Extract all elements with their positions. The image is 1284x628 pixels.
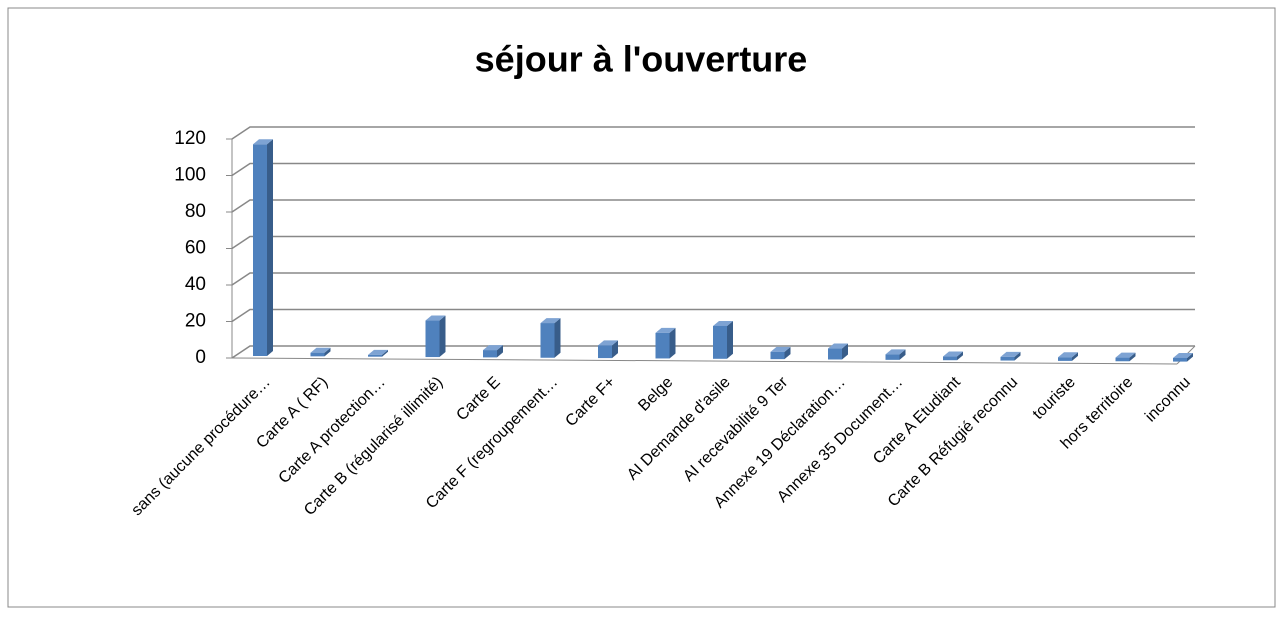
bar-side [382,349,388,357]
bar-front [368,354,382,357]
bar-side [497,345,503,358]
grid-line [231,235,1195,250]
bar-front [828,348,842,360]
bar-front [1115,357,1130,362]
bar [310,347,331,357]
y-tick-label: 80 [185,201,206,222]
bar-top [540,318,561,324]
bar-side [612,340,618,359]
bar-front [310,352,325,357]
bar-front [425,320,440,358]
bar-front [655,332,670,359]
grid-line [231,126,1195,140]
bar [770,346,791,360]
bar-side [1187,352,1193,362]
y-tick-label: 40 [185,274,206,295]
bar-front [1058,357,1072,361]
bar-front [540,323,555,358]
grid-line [231,272,1195,286]
y-tick-label: 60 [185,238,206,259]
bar [943,351,963,361]
y-tick-label: 0 [195,347,206,368]
bar-top [828,343,848,349]
bar-top [310,347,331,353]
bar-side [957,351,963,361]
bar-top [1115,352,1136,358]
bar [1115,352,1136,362]
bar-top [770,346,791,352]
bar-front [483,350,497,358]
bar [483,345,503,358]
bar [1058,352,1078,361]
bar-side [1129,352,1136,362]
bar-front [598,345,612,359]
bar-front [1173,357,1187,362]
bar-front [943,356,957,361]
bar [425,315,446,358]
bar-front [253,144,267,356]
bar [253,139,273,356]
bar-top [598,340,618,346]
grid-line [231,162,1195,177]
bar-top [1058,352,1078,358]
bar-front [885,354,900,360]
y-tick-label: 100 [174,165,206,186]
bar [1173,352,1193,362]
chart-title: séjour à l'ouverture [475,39,808,80]
bar [713,320,733,359]
bar-top [368,349,388,355]
bar-top [655,327,676,333]
floor-front [231,357,1178,365]
bar [598,340,618,359]
bar-top [885,349,906,355]
bar-side [554,318,561,358]
bar-side [267,139,273,356]
y-tick-label: 120 [174,128,206,149]
bar-top [483,345,503,351]
y-tick-label: 20 [185,311,206,332]
bar-side [439,315,446,358]
bar-side [842,343,848,360]
bar-top [713,320,733,326]
bar-side [899,349,906,360]
bar-front [1000,356,1015,361]
bar [655,327,676,359]
bar-side [669,327,676,359]
bar-side [1014,351,1021,361]
bar [368,349,388,357]
bar-side [784,346,791,360]
bar [828,343,848,360]
bar-top [253,139,273,145]
bar-top [425,315,446,321]
bar-top [1000,351,1021,357]
bar [1000,351,1021,361]
bar-front [770,351,785,360]
bar-side [727,320,733,359]
bar-side [1072,352,1078,361]
bar-top [1173,352,1193,358]
bar-front [713,325,727,359]
chart-border [7,7,1276,608]
grid-line [231,199,1195,213]
grid-line [231,345,1195,359]
bar [885,349,906,360]
bar-top [943,351,963,357]
grid-line [231,308,1195,323]
bar [540,318,561,358]
bar-side [324,347,331,357]
